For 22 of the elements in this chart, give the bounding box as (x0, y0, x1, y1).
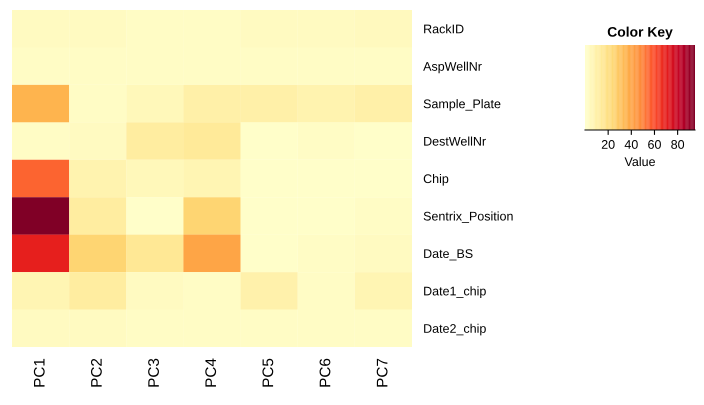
y-tick-label: Chip (424, 174, 448, 186)
y-tick-label: RackID (424, 24, 464, 34)
color-bar-label: 80 (671, 140, 684, 149)
x-tick-label: PC6 (320, 358, 330, 387)
y-tick-label: DestWellNr (424, 136, 486, 146)
x-tick-label: PC3 (148, 358, 159, 387)
x-tick-label: PC2 (90, 358, 102, 387)
x-tick-label: PC7 (376, 358, 388, 387)
y-tick-label: Sentrix_Position (424, 211, 513, 223)
color-bar-title: Value (624, 156, 655, 166)
x-tick-label: PC1 (34, 358, 45, 387)
y-tick-label: AspWellNr (423, 62, 482, 74)
y-tick-label: Date2_chip (424, 324, 486, 336)
legend-title: Color Key (608, 26, 673, 40)
y-tick-label: Date_BS (424, 249, 473, 260)
x-tick-label: PC5 (262, 358, 274, 387)
color-bar-label: 20 (602, 140, 615, 149)
x-tick-label: PC4 (205, 358, 216, 387)
y-tick-label: Sample_Plate (424, 99, 500, 111)
color-bar-label: 40 (624, 140, 638, 149)
color-bar-label: 60 (648, 140, 661, 149)
y-tick-label: Date1_chip (424, 286, 486, 298)
